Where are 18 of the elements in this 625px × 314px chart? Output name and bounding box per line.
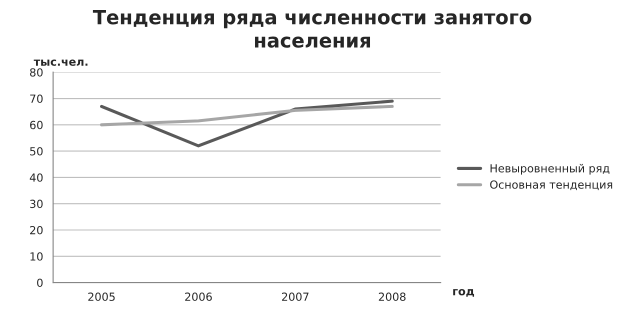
y-tick-label: 80 — [30, 68, 43, 77]
y-tick-label: 40 — [30, 173, 43, 182]
y-tick-label: 50 — [30, 147, 43, 156]
y-tick-label: 20 — [30, 226, 43, 234]
x-tick-label: 2005 — [88, 292, 115, 301]
x-tick-label: 2007 — [282, 292, 308, 301]
y-tick-label: 70 — [30, 94, 43, 103]
y-tick-label: 30 — [30, 200, 43, 208]
legend-label: Невыровненный ряд — [490, 164, 610, 175]
x-tick-label: 2008 — [378, 292, 406, 301]
x-tick-label: 2006 — [185, 292, 212, 301]
legend-label: Основная тенденция — [490, 180, 612, 190]
y-axis-title: тыс.чел. — [34, 59, 88, 66]
x-axis-title: год — [453, 289, 474, 297]
y-tick-label: 10 — [30, 252, 43, 261]
y-tick-label: 0 — [37, 278, 43, 287]
y-tick-label: 60 — [30, 120, 43, 130]
chart-title: Тенденция ряда численности занятого населения — [92, 10, 532, 48]
